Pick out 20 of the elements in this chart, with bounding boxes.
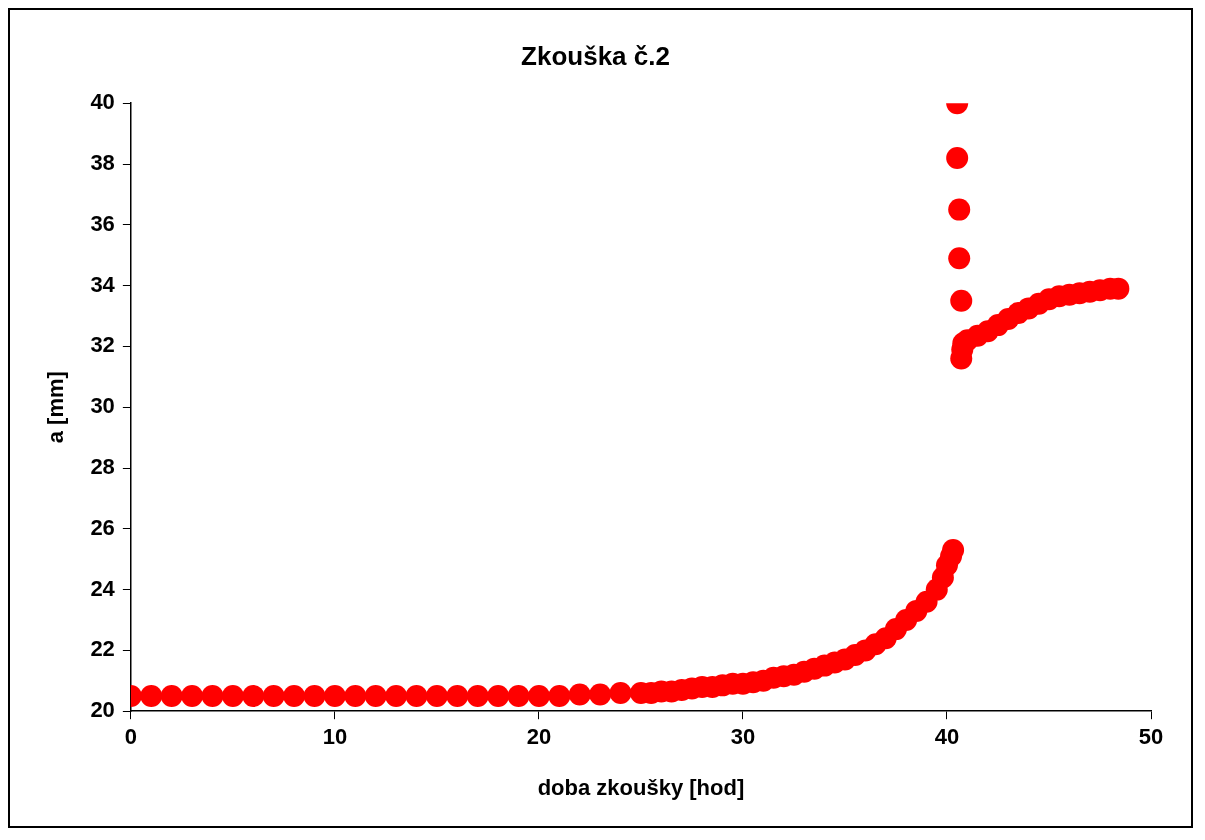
y-tick-label: 34: [90, 271, 116, 297]
y-tick-label: 28: [90, 454, 115, 480]
y-tick-label: 20: [90, 697, 115, 723]
y-tick-label: 22: [90, 636, 115, 662]
x-tick-label: 50: [1138, 724, 1164, 750]
x-tick-label: 10: [322, 724, 348, 750]
x-axis-title: doba zkoušky [hod]: [537, 774, 745, 800]
y-axis-title: a [mm]: [43, 371, 69, 444]
y-tick-label: 26: [90, 514, 115, 540]
y-tick-label: 40: [90, 89, 115, 115]
y-tick-label: 38: [90, 150, 115, 176]
y-tick-label: 24: [90, 575, 116, 601]
x-tick-label: 30: [730, 724, 756, 750]
x-tick-label: 0: [124, 724, 137, 750]
y-tick-label: 30: [90, 393, 115, 419]
chart-title: Zkouška č.2: [521, 40, 670, 71]
x-tick-label: 20: [526, 724, 552, 750]
y-tick-label: 36: [90, 210, 115, 236]
y-tick-label: 32: [90, 332, 115, 358]
x-tick-label: 40: [934, 724, 960, 750]
